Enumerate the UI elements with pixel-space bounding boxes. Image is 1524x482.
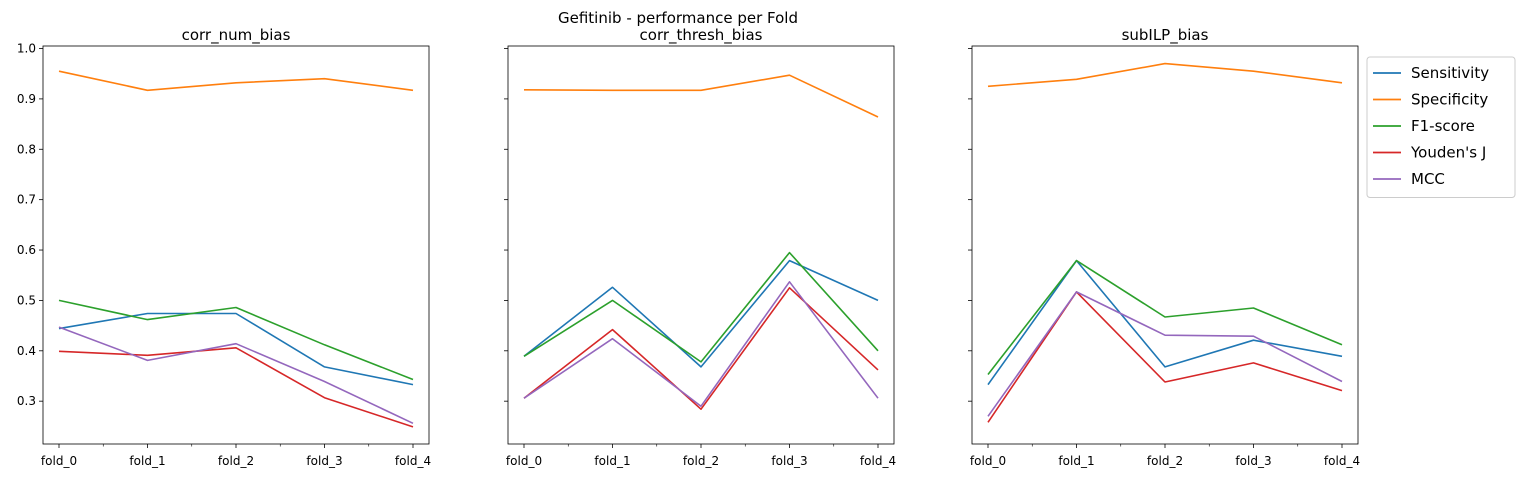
series-line-f1-score bbox=[58, 299, 414, 381]
y-tick-label: 1.0 bbox=[17, 42, 36, 56]
series-line-mcc bbox=[523, 280, 879, 408]
x-tick-label: fold_3 bbox=[1235, 454, 1271, 468]
panel-title: subILP_bias bbox=[1122, 26, 1209, 45]
series-line-sensitivity bbox=[987, 259, 1343, 386]
series-line-f1-score bbox=[987, 259, 1343, 375]
series-line-youden-s-j bbox=[523, 286, 879, 411]
x-tick-label: fold_0 bbox=[506, 454, 542, 468]
y-tick-label: 0.5 bbox=[17, 293, 36, 307]
x-tick-label: fold_2 bbox=[218, 454, 254, 468]
legend-label-youden-s-j: Youden's J bbox=[1410, 144, 1486, 162]
legend-label-sensitivity: Sensitivity bbox=[1411, 64, 1489, 82]
x-tick-label: fold_2 bbox=[683, 454, 719, 468]
y-tick-label: 0.6 bbox=[17, 243, 36, 257]
series-line-youden-s-j bbox=[987, 291, 1343, 423]
y-tick-label: 0.3 bbox=[17, 394, 36, 408]
legend-label-mcc: MCC bbox=[1411, 170, 1445, 188]
figure-title: Gefitinib - performance per Fold bbox=[558, 9, 798, 27]
legend-label-specificity: Specificity bbox=[1411, 91, 1488, 109]
series-line-youden-s-j bbox=[58, 346, 414, 428]
series-line-f1-score bbox=[523, 251, 879, 363]
series-line-specificity bbox=[523, 74, 879, 118]
legend-label-f1-score: F1-score bbox=[1411, 117, 1475, 135]
panel-title: corr_num_bias bbox=[182, 26, 291, 45]
legend-frame bbox=[1366, 56, 1516, 198]
panel-title: corr_thresh_bias bbox=[640, 26, 763, 45]
x-tick-label: fold_0 bbox=[970, 454, 1006, 468]
x-tick-label: fold_4 bbox=[860, 454, 896, 468]
axes-frame bbox=[507, 45, 895, 445]
series-line-specificity bbox=[987, 62, 1343, 88]
x-tick-label: fold_1 bbox=[594, 454, 630, 468]
panel-corr-num-bias: corr_num_bias fold_0 fold_1 fold_2 fold_3 fol… bbox=[17, 26, 431, 468]
legend: Sensitivity Specificity F1-score Youden's J… bbox=[1366, 56, 1516, 198]
x-tick-label: fold_1 bbox=[1058, 454, 1094, 468]
x-tick-label: fold_1 bbox=[129, 454, 165, 468]
x-tick-label: fold_3 bbox=[306, 454, 342, 468]
axes-frame bbox=[42, 45, 430, 445]
panel-corr-thresh-bias: corr_thresh_bias fold_0 fold_1 fold_2 fold_3… bbox=[504, 26, 896, 468]
panel-subilp-bias: subILP_bias fold_0 fold_1 fold_2 fold_3 fold_… bbox=[968, 26, 1360, 468]
y-tick-label: 0.4 bbox=[17, 344, 36, 358]
x-tick-label: fold_4 bbox=[395, 454, 431, 468]
series-line-mcc bbox=[987, 291, 1343, 417]
x-tick-label: fold_3 bbox=[771, 454, 807, 468]
x-tick-label: fold_4 bbox=[1324, 454, 1360, 468]
series-line-mcc bbox=[58, 326, 414, 425]
series-line-sensitivity bbox=[58, 312, 414, 386]
axes-frame bbox=[971, 45, 1359, 445]
y-tick-label: 0.8 bbox=[17, 142, 36, 156]
series-line-specificity bbox=[58, 70, 414, 92]
x-tick-label: fold_0 bbox=[41, 454, 77, 468]
x-tick-label: fold_2 bbox=[1147, 454, 1183, 468]
series-line-sensitivity bbox=[523, 259, 879, 368]
y-tick-label: 0.9 bbox=[17, 92, 36, 106]
y-tick-label: 0.7 bbox=[17, 193, 36, 207]
